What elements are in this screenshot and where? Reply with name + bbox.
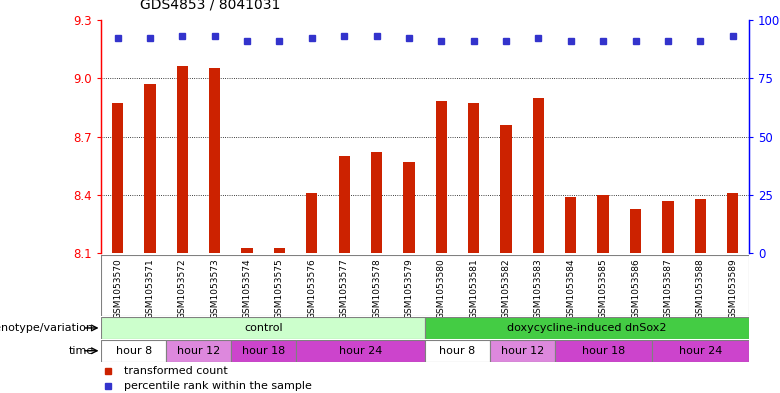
Bar bbox=[101, 340, 166, 362]
Bar bbox=[468, 103, 480, 253]
Text: GSM1053571: GSM1053571 bbox=[145, 258, 154, 319]
Bar bbox=[555, 340, 651, 362]
Text: hour 8: hour 8 bbox=[115, 346, 152, 356]
Text: GSM1053580: GSM1053580 bbox=[437, 258, 446, 319]
Bar bbox=[662, 201, 674, 253]
Text: GSM1053581: GSM1053581 bbox=[469, 258, 478, 319]
Text: percentile rank within the sample: percentile rank within the sample bbox=[124, 381, 312, 391]
Text: GSM1053586: GSM1053586 bbox=[631, 258, 640, 319]
Text: GSM1053577: GSM1053577 bbox=[339, 258, 349, 319]
Bar bbox=[425, 340, 490, 362]
Bar bbox=[176, 66, 188, 253]
Text: GSM1053576: GSM1053576 bbox=[307, 258, 317, 319]
Bar bbox=[629, 209, 641, 253]
Bar bbox=[565, 197, 576, 253]
Text: GSM1053583: GSM1053583 bbox=[534, 258, 543, 319]
Text: GSM1053575: GSM1053575 bbox=[275, 258, 284, 319]
Bar bbox=[101, 317, 425, 339]
Bar bbox=[209, 68, 221, 253]
Text: transformed count: transformed count bbox=[124, 366, 228, 376]
Bar bbox=[490, 340, 555, 362]
Bar bbox=[144, 84, 156, 253]
Bar bbox=[694, 199, 706, 253]
Bar bbox=[597, 195, 609, 253]
Bar bbox=[339, 156, 350, 253]
Text: GSM1053585: GSM1053585 bbox=[598, 258, 608, 319]
Bar bbox=[651, 340, 749, 362]
Text: time: time bbox=[69, 346, 94, 356]
Bar bbox=[370, 152, 382, 253]
Bar bbox=[231, 340, 296, 362]
Text: hour 24: hour 24 bbox=[679, 346, 722, 356]
Text: GDS4853 / 8041031: GDS4853 / 8041031 bbox=[140, 0, 281, 12]
Text: GSM1053570: GSM1053570 bbox=[113, 258, 122, 319]
Text: doxycycline-induced dnSox2: doxycycline-induced dnSox2 bbox=[507, 323, 667, 333]
Bar bbox=[166, 340, 231, 362]
Text: GSM1053573: GSM1053573 bbox=[210, 258, 219, 319]
Text: hour 12: hour 12 bbox=[177, 346, 220, 356]
Bar bbox=[500, 125, 512, 253]
Bar bbox=[435, 101, 447, 253]
Text: control: control bbox=[244, 323, 282, 333]
Text: GSM1053572: GSM1053572 bbox=[178, 258, 187, 319]
Text: hour 24: hour 24 bbox=[339, 346, 382, 356]
Text: hour 18: hour 18 bbox=[582, 346, 625, 356]
Text: GSM1053582: GSM1053582 bbox=[502, 258, 511, 319]
Text: GSM1053587: GSM1053587 bbox=[663, 258, 672, 319]
Text: GSM1053589: GSM1053589 bbox=[728, 258, 737, 319]
Bar bbox=[274, 248, 285, 253]
Bar bbox=[306, 193, 317, 253]
Bar bbox=[112, 103, 123, 253]
Text: hour 8: hour 8 bbox=[439, 346, 476, 356]
Text: GSM1053588: GSM1053588 bbox=[696, 258, 705, 319]
Bar bbox=[727, 193, 739, 253]
Text: GSM1053574: GSM1053574 bbox=[243, 258, 252, 319]
Bar bbox=[425, 317, 749, 339]
Text: hour 12: hour 12 bbox=[501, 346, 544, 356]
Text: GSM1053578: GSM1053578 bbox=[372, 258, 381, 319]
Bar bbox=[533, 97, 544, 253]
Bar bbox=[296, 340, 425, 362]
Text: hour 18: hour 18 bbox=[242, 346, 285, 356]
Text: GSM1053579: GSM1053579 bbox=[404, 258, 413, 319]
Text: genotype/variation: genotype/variation bbox=[0, 323, 94, 333]
Bar bbox=[241, 248, 253, 253]
Bar bbox=[403, 162, 415, 253]
Text: GSM1053584: GSM1053584 bbox=[566, 258, 576, 319]
